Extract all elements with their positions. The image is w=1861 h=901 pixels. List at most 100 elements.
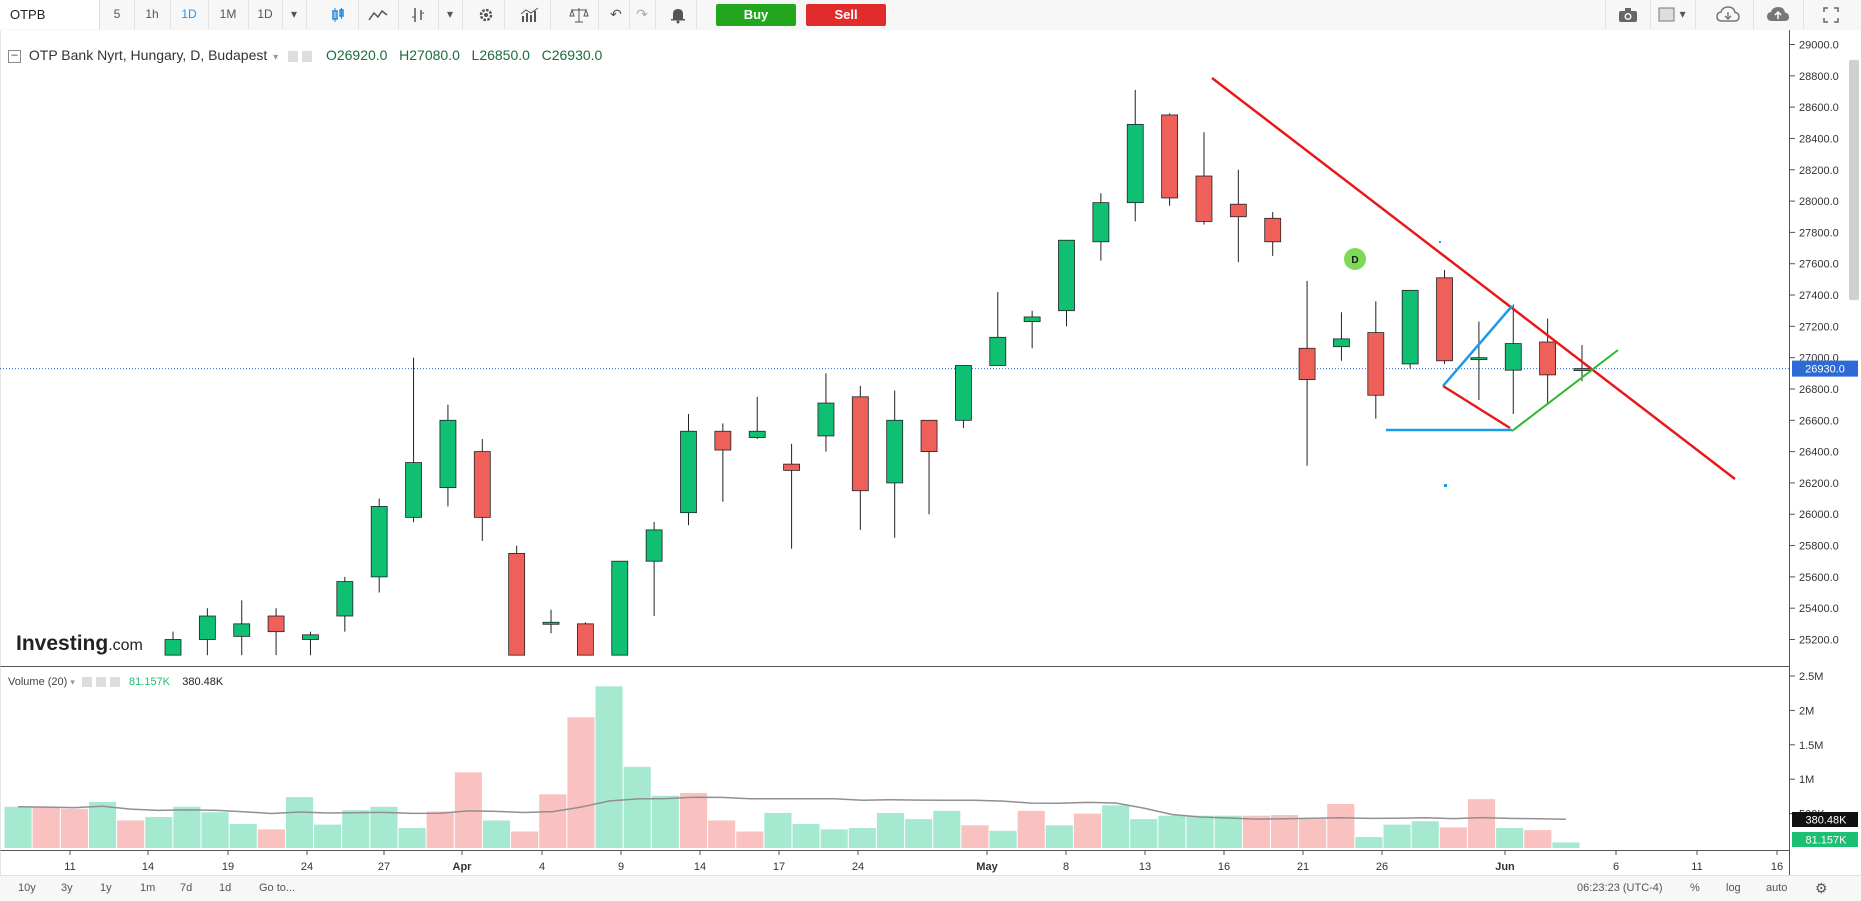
- wedge-lower-red[interactable]: [1442, 384, 1511, 430]
- price-tick-label: 28600.0: [1799, 102, 1839, 114]
- price-tick-label: 25400.0: [1799, 603, 1839, 615]
- chevron-down-icon: ▾: [1679, 7, 1686, 22]
- price-tick-label: 26600.0: [1799, 415, 1839, 427]
- symbol-input[interactable]: OTPB: [0, 0, 100, 29]
- wedge-upper-blue[interactable]: [1442, 305, 1513, 387]
- interval-1d[interactable]: 1D: [170, 0, 209, 29]
- legend-title: OTP Bank Nyrt, Hungary, D, Budapest: [28, 47, 268, 63]
- candle-body: [851, 396, 869, 492]
- settings-button[interactable]: [468, 0, 505, 29]
- interval-dropdown[interactable]: ▾: [282, 0, 307, 29]
- cloud-upload-icon: [1767, 6, 1789, 21]
- interval-1m[interactable]: 1M: [208, 0, 249, 29]
- layout-button[interactable]: ▾: [1649, 0, 1696, 29]
- volume-bar: [1186, 815, 1214, 848]
- scales-button[interactable]: [560, 0, 599, 29]
- goto-button[interactable]: Go to...: [259, 882, 296, 894]
- scales-icon: [569, 7, 589, 23]
- candle-body: [405, 462, 422, 518]
- volume-bar: [567, 717, 595, 848]
- investing-logo: Investing.com: [16, 632, 143, 655]
- volume-bar: [876, 812, 905, 848]
- candle-body: [1367, 332, 1385, 396]
- snapshot-button[interactable]: [1605, 0, 1651, 29]
- auto-toggle[interactable]: auto: [1766, 882, 1788, 894]
- compare-dropdown[interactable]: ▾: [438, 0, 463, 29]
- time-tick-label: 8: [1063, 861, 1069, 873]
- dividend-marker[interactable]: [1344, 248, 1366, 270]
- clock: 06:23:23 (UTC-4): [1577, 882, 1663, 894]
- price-tick-label: 27400.0: [1799, 290, 1839, 302]
- load-layout-button[interactable]: [1703, 0, 1754, 29]
- studies-button[interactable]: [510, 0, 551, 29]
- volume-bar: [229, 823, 257, 848]
- volume-bar: [1299, 819, 1327, 848]
- range-3y[interactable]: 3y: [61, 882, 73, 894]
- trendline-green[interactable]: [1511, 349, 1619, 432]
- time-tick-label: 19: [222, 861, 234, 873]
- range-7d[interactable]: 7d: [180, 882, 193, 894]
- indicator-button[interactable]: [358, 0, 399, 29]
- time-tick-label: 24: [301, 861, 313, 873]
- interval-custom[interactable]: 1D: [248, 0, 283, 29]
- chart-settings-button[interactable]: ⚙: [1815, 876, 1828, 900]
- bottom-bar: 10y 3y 1y 1m 7d 1d Go to... 06:23:23 (UT…: [0, 875, 1861, 901]
- volume-legend-settings-icons[interactable]: [81, 677, 122, 688]
- volume-bar: [933, 810, 961, 848]
- volume-tick-label: 1M: [1799, 774, 1814, 786]
- time-tick-label: 11: [1691, 861, 1702, 873]
- undo-button[interactable]: ↶: [603, 0, 630, 29]
- legend-settings-icons[interactable]: [288, 50, 317, 62]
- range-10y[interactable]: 10y: [18, 882, 36, 894]
- vertical-scrollbar[interactable]: [1849, 60, 1859, 300]
- volume-bar: [4, 806, 32, 848]
- percent-toggle[interactable]: %: [1690, 882, 1700, 894]
- time-tick-label: 14: [142, 861, 154, 873]
- collapse-icon[interactable]: –: [8, 49, 21, 63]
- time-tick-label: 14: [694, 861, 706, 873]
- price-pane[interactable]: [0, 30, 1790, 668]
- gear-icon: [479, 8, 493, 22]
- candle-body: [1401, 289, 1419, 365]
- volume-bar: [117, 820, 145, 848]
- candle-body: [1092, 202, 1110, 243]
- volume-bar: [1411, 821, 1439, 848]
- price-tick-label: 25800.0: [1799, 541, 1839, 553]
- redo-icon: ↷: [636, 6, 648, 23]
- trendline-red[interactable]: [1211, 77, 1736, 480]
- save-layout-button[interactable]: [1753, 0, 1804, 29]
- range-1d[interactable]: 1d: [219, 882, 232, 894]
- interval-1h[interactable]: 1h: [134, 0, 171, 29]
- volume-bar: [1242, 815, 1270, 848]
- time-tick-label: 24: [852, 861, 864, 873]
- alert-button[interactable]: [660, 0, 697, 29]
- legend-dropdown-icon[interactable]: ▾: [273, 52, 279, 63]
- time-tick-label: 16: [1771, 861, 1783, 873]
- volume-bar: [961, 825, 989, 848]
- volume-bar: [905, 819, 933, 848]
- current-price-label: [1792, 360, 1858, 377]
- sell-button[interactable]: Sell: [806, 4, 886, 26]
- volume-bar: [820, 829, 848, 848]
- time-tick-label: 16: [1218, 861, 1230, 873]
- volume-bar: [1439, 827, 1467, 848]
- compare-button[interactable]: [398, 0, 439, 29]
- price-tick-label: 27600.0: [1799, 259, 1839, 271]
- legend-open: O26920.0: [325, 47, 388, 63]
- log-toggle[interactable]: log: [1726, 882, 1741, 894]
- volume-legend-dropdown-icon[interactable]: ▾: [70, 677, 75, 687]
- range-1y[interactable]: 1y: [100, 882, 112, 894]
- fullscreen-button[interactable]: [1811, 0, 1851, 29]
- volume-legend-ma: 380.48K: [182, 676, 224, 688]
- interval-5[interactable]: 5: [100, 0, 135, 29]
- cloud-download-icon: [1716, 6, 1740, 22]
- volume-bar: [1130, 819, 1158, 848]
- price-tick-label: 29000.0: [1799, 40, 1839, 52]
- candles-button[interactable]: [318, 0, 359, 29]
- redo-button[interactable]: ↷: [629, 0, 656, 29]
- range-1m[interactable]: 1m: [140, 882, 156, 894]
- buy-button[interactable]: Buy: [716, 4, 796, 26]
- volume-bar: [482, 820, 511, 848]
- price-chart[interactable]: 29000.0 28800.0 28600.0 28400.0 28200.0 28000…: [0, 30, 1861, 875]
- candle-body: [302, 634, 319, 640]
